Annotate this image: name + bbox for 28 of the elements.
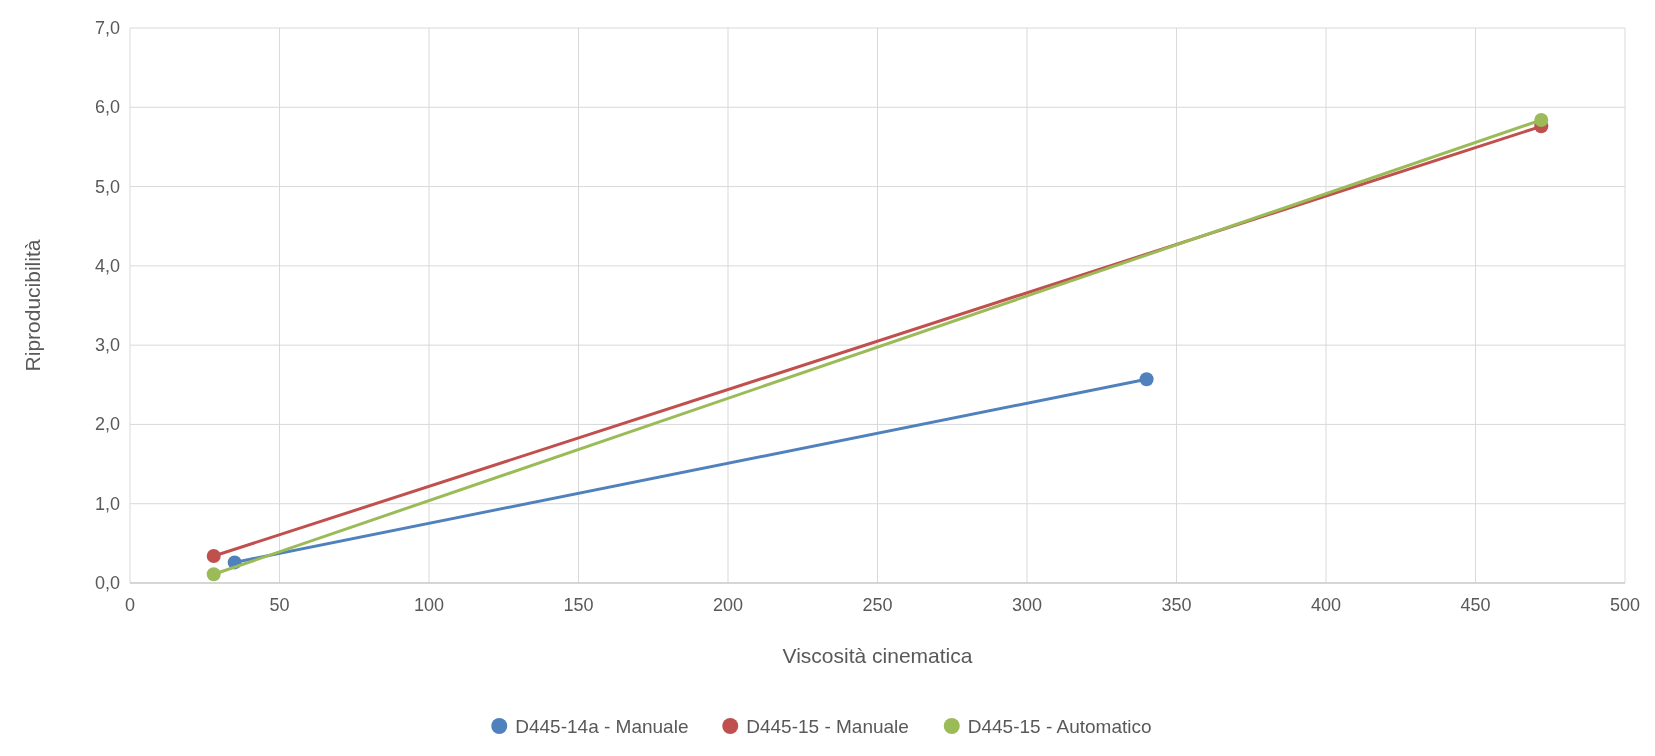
legend-label: D445-14a - Manuale	[515, 716, 689, 737]
y-axis-title: Riproducibilità	[21, 239, 44, 372]
y-tick-label: 1,0	[94, 493, 120, 514]
point	[206, 549, 221, 564]
point	[206, 567, 221, 582]
x-tick-label: 200	[712, 595, 744, 615]
x-tick-label: 250	[862, 595, 893, 615]
y-tick-label: 0,0	[94, 573, 120, 593]
y-tick-label: 7,0	[94, 18, 120, 38]
x-tick-label: 100	[413, 595, 445, 615]
y-tick-label: 3,0	[94, 335, 120, 356]
x-tick-label: 300	[1011, 595, 1043, 615]
y-tick-label: 2,0	[94, 414, 120, 435]
x-tick-label: 400	[1310, 595, 1342, 615]
y-tick-label: 6,0	[94, 97, 120, 118]
point	[1139, 372, 1154, 387]
y-tick-label: 5,0	[94, 176, 120, 197]
legend-label: D445-15 - Manuale	[746, 716, 909, 737]
x-tick-label: 500	[1609, 595, 1641, 615]
legend-label: D445-15 - Automatico	[967, 716, 1152, 737]
x-tick-label: 50	[269, 595, 290, 615]
x-tick-label: 0	[124, 595, 136, 615]
point	[1534, 112, 1549, 127]
x-tick-label: 350	[1161, 595, 1192, 615]
y-tick-label: 4,0	[94, 255, 120, 276]
x-axis-title: Viscosità cinematica	[782, 644, 973, 667]
x-tick-label: 150	[563, 595, 594, 615]
x-tick-label: 450	[1460, 595, 1491, 615]
